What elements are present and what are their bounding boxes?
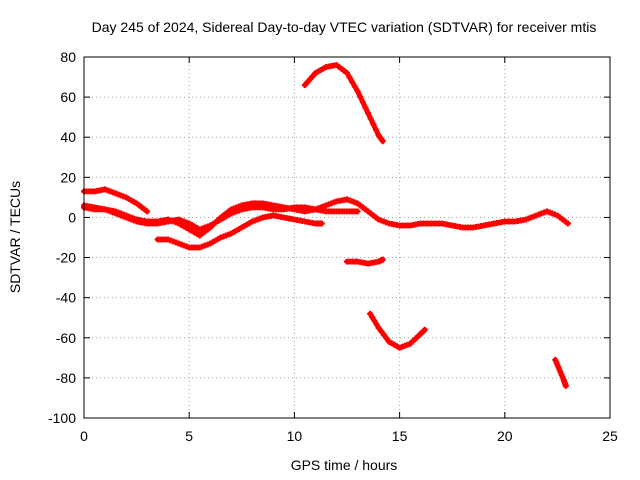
data-point	[373, 321, 380, 328]
data-point	[365, 110, 372, 117]
series-track-9	[552, 356, 569, 389]
data-point	[354, 88, 361, 95]
data-point	[144, 208, 151, 215]
data-point	[344, 70, 350, 77]
series-track-4	[196, 196, 571, 239]
data-point	[349, 79, 356, 86]
data-point	[309, 73, 316, 80]
plot-frame	[83, 56, 611, 419]
data-point	[351, 83, 358, 90]
y-tick-label: -40	[56, 290, 76, 306]
data-point	[304, 79, 311, 86]
x-tick-label: 15	[392, 428, 408, 444]
data-point	[371, 317, 378, 324]
series-track-5	[154, 212, 325, 251]
y-tick-label: -20	[56, 250, 76, 266]
data-point	[369, 314, 376, 321]
data-point	[383, 335, 390, 342]
axis-ticks: -100 -80 -60 -40 -20 0 20 40 60 80 0 5 10 15 20 25	[48, 49, 618, 444]
data-point	[357, 93, 364, 100]
data-point	[370, 121, 377, 128]
y-tick-label: 60	[60, 89, 76, 105]
y-tick-label: -60	[56, 330, 76, 346]
x-tick-label: 5	[185, 428, 193, 444]
y-tick-label: -100	[48, 410, 76, 426]
data-point	[301, 82, 308, 89]
data-point	[378, 328, 385, 335]
chart-title: Day 245 of 2024, Sidereal Day-to-day VTE…	[92, 19, 597, 35]
grid-lines	[84, 57, 610, 418]
x-tick-label: 0	[80, 428, 88, 444]
data-point	[367, 310, 374, 317]
series-track-1	[81, 186, 151, 215]
series-track-7	[344, 256, 386, 267]
y-tick-label: -80	[56, 370, 76, 386]
data-point	[379, 138, 386, 145]
data-point	[359, 99, 366, 106]
data-point	[307, 76, 314, 83]
y-tick-label: 0	[68, 209, 76, 225]
series-track-8	[367, 310, 428, 351]
data-point	[362, 104, 369, 111]
y-tick-label: 40	[60, 129, 76, 145]
data-point	[562, 382, 569, 389]
data-point	[564, 220, 571, 227]
data-point	[379, 256, 386, 263]
data-point	[367, 115, 374, 122]
data-point	[318, 220, 325, 227]
series-line	[302, 62, 386, 144]
x-axis-label: GPS time / hours	[291, 457, 398, 473]
data-point	[354, 208, 361, 215]
data-point	[380, 331, 387, 338]
series-track-3	[81, 204, 203, 239]
data-point	[421, 326, 428, 333]
x-tick-label: 10	[287, 428, 303, 444]
data-point	[375, 324, 382, 331]
y-tick-label: 80	[60, 49, 76, 65]
x-tick-label: 25	[602, 428, 618, 444]
data-point	[372, 126, 379, 133]
data-series	[81, 62, 571, 389]
series-track-6	[301, 62, 386, 145]
data-point	[346, 74, 353, 81]
x-tick-label: 20	[497, 428, 513, 444]
y-tick-label: 20	[60, 169, 76, 185]
y-axis-label: SDTVAR / TECUs	[7, 181, 23, 293]
